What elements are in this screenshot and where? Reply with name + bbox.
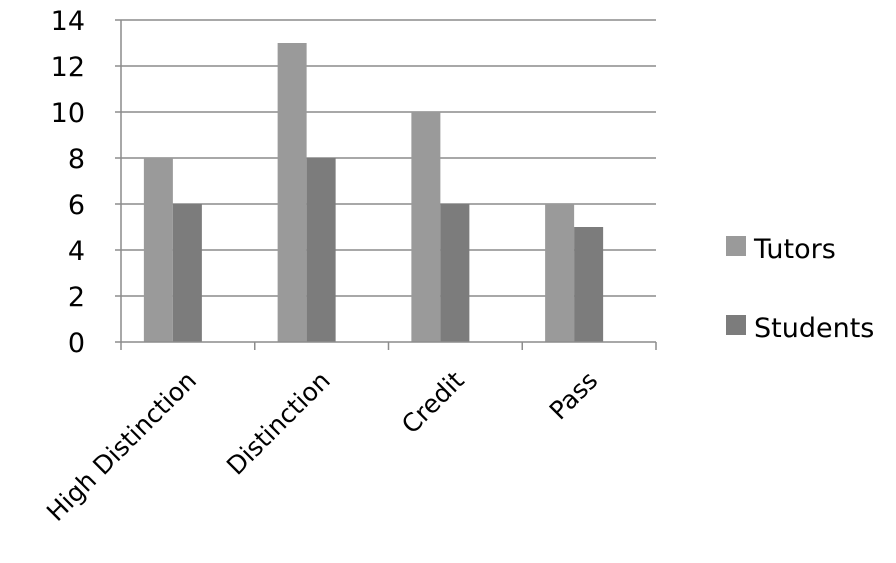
bar-tutors-distinction	[277, 43, 307, 342]
category-labels: High Distinction Distinction Credit Pass	[41, 366, 603, 527]
legend-swatch-tutors	[726, 236, 746, 256]
y-tick-label: 6	[68, 190, 85, 221]
y-tick-label: 0	[68, 328, 85, 359]
legend-label-students: Students	[754, 313, 874, 344]
y-tick-label: 12	[51, 52, 85, 83]
axes	[115, 19, 657, 350]
legend-label-tutors: Tutors	[753, 234, 836, 265]
bar-tutors-pass	[545, 204, 575, 342]
bar-students-credit	[440, 204, 470, 342]
legend-swatch-students	[726, 315, 746, 335]
category-label: High Distinction	[41, 366, 202, 527]
bar-students-high-distinction	[172, 204, 202, 342]
y-tick-label: 10	[51, 98, 85, 129]
category-label: Credit	[396, 366, 470, 440]
y-tick-label: 8	[68, 144, 85, 175]
gridlines	[121, 19, 656, 297]
bars	[143, 43, 604, 342]
y-tick-labels: 0 2 4 6 8 10 12 14	[51, 6, 85, 359]
category-label: Distinction	[221, 366, 336, 481]
bar-tutors-credit	[411, 112, 441, 342]
category-label: Pass	[544, 366, 604, 426]
y-tick-label: 2	[68, 282, 85, 313]
bar-students-distinction	[306, 158, 336, 342]
y-tick-label: 14	[51, 6, 85, 37]
bar-students-pass	[574, 227, 604, 342]
bar-tutors-high-distinction	[143, 158, 173, 342]
y-tick-label: 4	[68, 236, 85, 267]
legend: Tutors Students	[726, 234, 874, 344]
